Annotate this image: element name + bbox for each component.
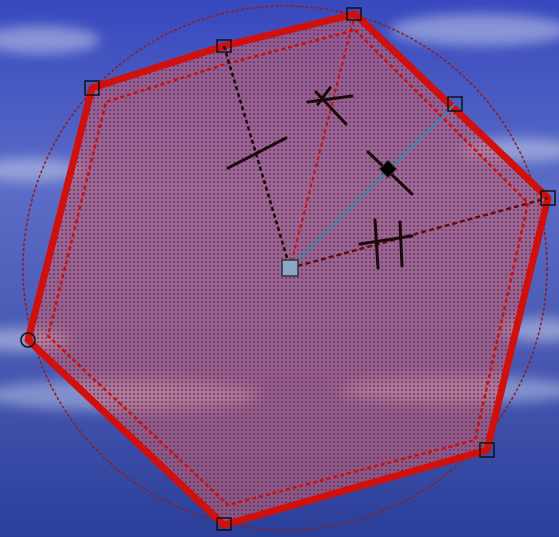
vertex-handle-icon[interactable] [216,39,232,53]
radius-line [289,103,456,269]
vertex-handle-icon[interactable] [540,190,556,206]
vertex-handle-icon[interactable] [20,332,36,348]
vertex-handle-icon[interactable] [447,96,463,112]
construction-line-top [289,13,356,269]
vertex-handle-icon[interactable] [84,80,100,96]
vertex-handle-icon[interactable] [346,7,362,21]
center-handle-icon[interactable] [281,259,299,277]
heptagon-outline [24,10,552,529]
bounding-circle [22,5,548,531]
vertex-handle-icon[interactable] [216,517,232,531]
construction-line-right [289,196,549,270]
rotation-handle-icon[interactable] [378,159,398,179]
construction-line-left [222,45,292,269]
vertex-handles [20,7,556,531]
angle-marks [226,86,414,270]
vertex-handle-icon[interactable] [479,442,495,458]
